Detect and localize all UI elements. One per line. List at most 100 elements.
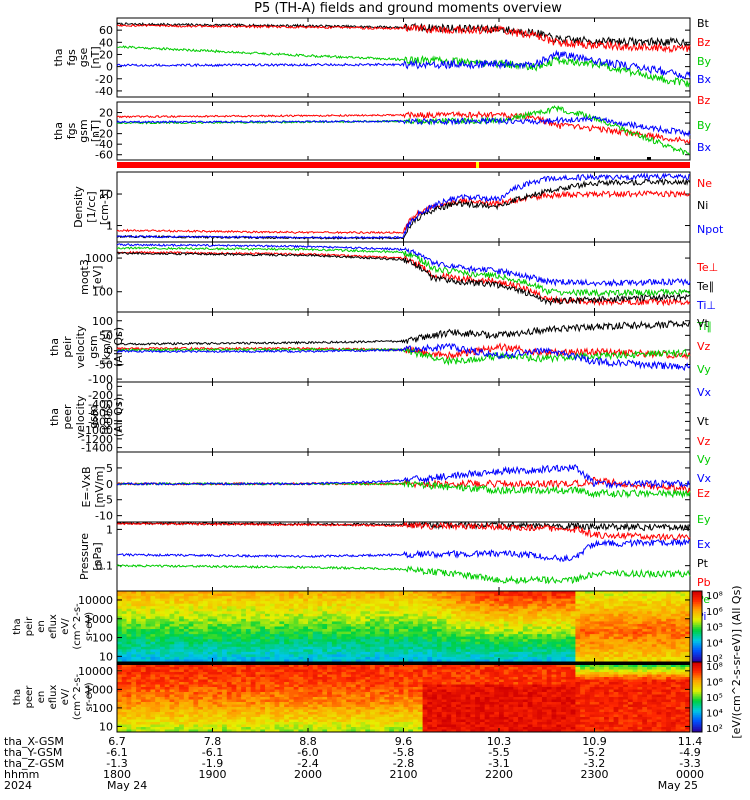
svg-text:[mV/m]: [mV/m] bbox=[93, 466, 106, 507]
svg-text:[nT]: [nT] bbox=[89, 120, 102, 142]
svg-text:[cm-3]: [cm-3] bbox=[98, 189, 111, 225]
x-tick-label: May 24 bbox=[107, 779, 147, 792]
x-tick-label: -3.3 bbox=[679, 757, 700, 770]
y-tick-label: 100 bbox=[92, 632, 113, 645]
y-tick-label: -400 bbox=[88, 398, 113, 411]
colorbar-tick: 10⁵ bbox=[706, 623, 723, 634]
x-tick-label: -6.1 bbox=[106, 746, 127, 759]
y-tick-label: -600 bbox=[88, 407, 113, 420]
x-tick-label: 2100 bbox=[390, 768, 418, 781]
y-tick-label: -800 bbox=[88, 415, 113, 428]
y-tick-label: 20 bbox=[99, 48, 113, 61]
series-line-by bbox=[116, 105, 690, 155]
y-tick-label: 0.1 bbox=[96, 560, 114, 573]
svg-text:en: en bbox=[36, 620, 47, 633]
svg-text:tha: tha bbox=[48, 408, 61, 426]
y-tick-label: 100 bbox=[92, 315, 113, 328]
y-tick-label: 10 bbox=[99, 720, 113, 733]
svg-text:Density: Density bbox=[72, 186, 85, 228]
legend-entry: Ey bbox=[697, 513, 711, 526]
svg-text:tha: tha bbox=[48, 338, 61, 356]
y-tick-label: 0 bbox=[106, 380, 113, 393]
y-tick-label: 0 bbox=[106, 61, 113, 74]
svg-text:peer: peer bbox=[61, 404, 74, 430]
svg-text:[nPa]: [nPa] bbox=[91, 542, 104, 570]
y-tick-label: 1 bbox=[106, 220, 113, 233]
svg-text:sr-eV): sr-eV) bbox=[84, 612, 95, 641]
chart-title: P5 (TH-A) fields and ground moments over… bbox=[254, 1, 562, 16]
x-tick-label: 1800 bbox=[103, 768, 131, 781]
y-tick-label: 1 bbox=[106, 523, 113, 536]
series-line-vx bbox=[116, 342, 691, 372]
y-tick-label: 50 bbox=[99, 329, 113, 342]
legend-entry: Npot bbox=[697, 223, 724, 236]
svg-text:(cm^2-s-: (cm^2-s- bbox=[72, 603, 83, 650]
svg-text:Pressure: Pressure bbox=[78, 533, 91, 580]
legend-entry: By bbox=[697, 55, 712, 68]
svg-text:fgs: fgs bbox=[65, 122, 78, 139]
y-tick-label: 10 bbox=[99, 188, 113, 201]
svg-text:tha: tha bbox=[12, 618, 23, 634]
y-axis-label: tha peer en eflux eV/(cm^2-s-sr-eV) bbox=[12, 673, 95, 720]
y-axis-label: tha peir en eflux eV/(cm^2-s-sr-eV) bbox=[12, 603, 95, 650]
svg-text:moqt3: moqt3 bbox=[78, 259, 91, 295]
x-tick-label: 9.6 bbox=[395, 735, 413, 748]
y-axis-label: tha peer velocity gsm [km/s] (All Qs) bbox=[48, 395, 125, 438]
y-tick-label: -1000 bbox=[81, 424, 113, 437]
legend-entry: Ti∥ bbox=[696, 320, 712, 333]
series-line-ti bbox=[116, 243, 691, 288]
y-axis-label: tha fgs gsm [nT] bbox=[52, 119, 102, 142]
svg-text:gsm: gsm bbox=[87, 335, 100, 358]
legend-entry: Bx bbox=[697, 141, 712, 154]
y-tick-label: -1200 bbox=[81, 433, 113, 446]
x-axis: tha_X-GSM 6.7 7.8 8.8 9.6 10.3 10.9 11.4 tha_Y-G… bbox=[4, 735, 704, 792]
svg-text:peir: peir bbox=[61, 336, 74, 358]
heatmap-peer_spec bbox=[117, 662, 691, 733]
series-line-bz bbox=[116, 110, 691, 144]
y-tick-label: 100 bbox=[92, 702, 113, 715]
series-line-pe bbox=[116, 564, 691, 585]
series-line-ti bbox=[117, 246, 691, 298]
x-axis-row-label: hhmm bbox=[4, 768, 39, 781]
y-axis-label: tha peir velocity gsm [km/s] (All Qs) bbox=[48, 325, 125, 368]
mode-status-bar bbox=[117, 157, 690, 168]
svg-text:peir: peir bbox=[24, 616, 35, 636]
legend-entry: Ni bbox=[697, 199, 708, 212]
colorbar-label: [eV/(cm^2-s-sr-eV)] (All Qs) bbox=[730, 585, 743, 738]
x-tick-label: 2200 bbox=[485, 768, 513, 781]
legend-entry: Pb bbox=[697, 576, 711, 589]
legend-entry: Bz bbox=[697, 94, 711, 107]
x-axis-row-label: tha_Y-GSM bbox=[4, 746, 62, 759]
y-tick-label: -10 bbox=[95, 510, 113, 523]
x-tick-label: -5.2 bbox=[584, 746, 605, 759]
y-tick-label: 10000 bbox=[78, 594, 113, 607]
legend-entry: Bx bbox=[697, 73, 712, 86]
svg-text:[km/s]: [km/s] bbox=[100, 399, 113, 434]
y-tick-label: -1400 bbox=[81, 442, 113, 455]
svg-text:tha: tha bbox=[52, 122, 65, 140]
y-tick-label: 1000 bbox=[85, 683, 113, 696]
y-axis-label: tha fgs gse [nT] bbox=[52, 46, 102, 68]
x-tick-label: -1.3 bbox=[106, 757, 127, 770]
colorbar-tick: 10² bbox=[706, 724, 723, 735]
series-line-ey bbox=[116, 480, 691, 499]
y-tick-label: 0 bbox=[106, 117, 113, 130]
series-line-ne bbox=[116, 189, 691, 235]
legend-entry: Vz bbox=[697, 435, 711, 448]
legend-entry: Pt bbox=[697, 557, 709, 570]
legend-entry: Ex bbox=[697, 538, 711, 551]
legend-entry: Te∥ bbox=[696, 280, 714, 293]
y-axis-label: Density [1/cc] [cm-3] bbox=[72, 186, 111, 228]
legend-entry: Ti⊥ bbox=[696, 299, 716, 312]
series-line-bx bbox=[116, 115, 691, 138]
x-tick-label: 6.7 bbox=[108, 735, 126, 748]
legend-entry: By bbox=[697, 119, 712, 132]
series-line-npot bbox=[116, 172, 691, 240]
series-group bbox=[116, 464, 691, 499]
y-tick-label: 5 bbox=[106, 462, 113, 475]
colorbar-tick: 10⁴ bbox=[706, 638, 723, 649]
